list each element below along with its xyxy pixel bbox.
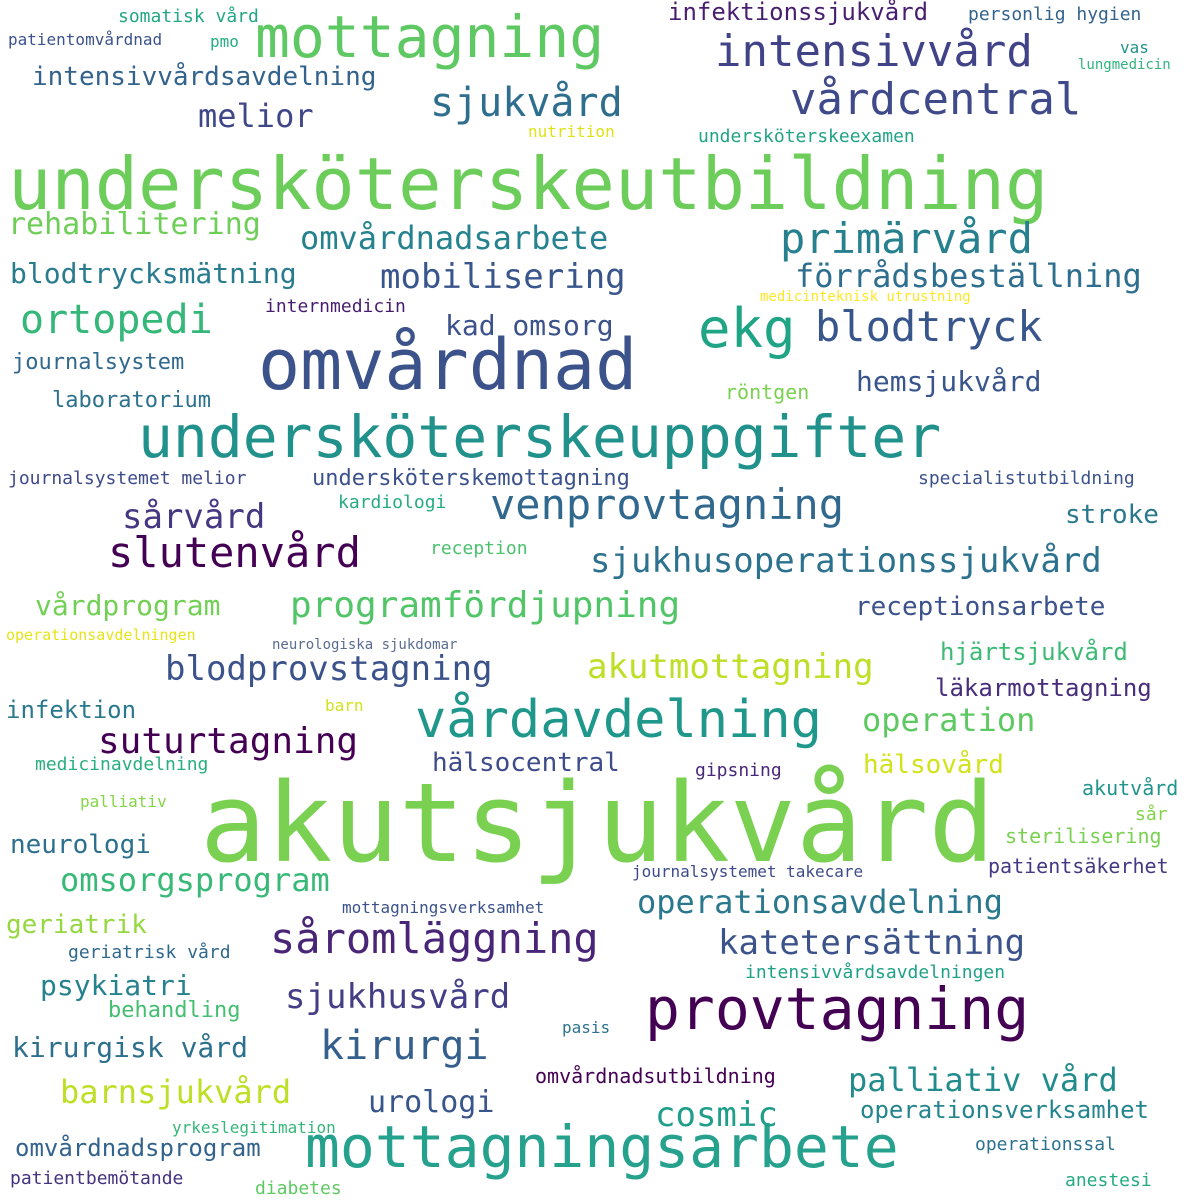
word-cloud-term: undersköterskemottagning	[312, 466, 630, 491]
word-cloud-term: medicinteknisk utrustning	[760, 289, 971, 305]
word-cloud-term: hälsocentral	[432, 748, 620, 778]
word-cloud-term: undersköterskeexamen	[698, 126, 915, 147]
word-cloud-term: blodprovstagning	[165, 649, 493, 689]
word-cloud-term: slutenvård	[108, 528, 361, 577]
word-cloud-term: neurologi	[10, 830, 151, 860]
word-cloud-term: sjukhusoperationssjukvård	[590, 541, 1102, 581]
word-cloud-term: stroke	[1065, 500, 1159, 530]
word-cloud-term: intensivvård	[715, 26, 1033, 77]
word-cloud-term: personlig hygien	[968, 4, 1142, 25]
word-cloud-term: barnsjukvård	[60, 1073, 292, 1111]
word-cloud-term: vårdprogram	[35, 589, 221, 622]
word-cloud-term: akutmottagning	[587, 647, 874, 687]
word-cloud-term: operationssal	[975, 1134, 1116, 1155]
word-cloud-term: hjärtsjukvård	[940, 638, 1128, 666]
word-cloud-term: barn	[325, 696, 364, 715]
word-cloud-term: journalsystem	[12, 350, 185, 375]
word-cloud-term: omvårdnadsprogram	[15, 1134, 261, 1162]
word-cloud-term: vårdcentral	[790, 74, 1082, 125]
word-cloud-term: programfördjupning	[290, 585, 681, 626]
word-cloud-term: patientbemötande	[10, 1168, 184, 1189]
word-cloud-term: röntgen	[725, 380, 810, 404]
word-cloud-term: undersköterskeutbildning	[8, 142, 1049, 226]
word-cloud-term: ekg	[698, 297, 796, 360]
word-cloud-term: yrkeslegitimation	[172, 1118, 336, 1137]
word-cloud-term: sjukhusvård	[285, 977, 511, 1017]
word-cloud-term: suturtagning	[98, 721, 359, 762]
word-cloud-term: provtagning	[645, 975, 1030, 1043]
word-cloud-term: vas	[1120, 38, 1149, 57]
word-cloud-term: neurologiska sjukdomar	[272, 637, 458, 653]
word-cloud-term: omvårdnad	[258, 324, 638, 406]
word-cloud-term: pasis	[562, 1018, 611, 1037]
word-cloud-term: läkarmottagning	[935, 674, 1152, 702]
word-cloud-term: vårdavdelning	[415, 690, 822, 750]
word-cloud-term: hälsovård	[863, 750, 1004, 780]
word-cloud-term: akutsjukvård	[200, 759, 995, 887]
word-cloud-term: katetersättning	[718, 923, 1026, 963]
word-cloud-term: kardiologi	[338, 492, 447, 513]
word-cloud-term: diabetes	[255, 1178, 342, 1199]
word-cloud-term: operation	[862, 701, 1036, 739]
word-cloud-term: kirurgi	[320, 1023, 489, 1069]
word-cloud-term: geriatrisk vård	[68, 942, 231, 963]
word-cloud-term: mottagningsarbete	[305, 1113, 899, 1181]
word-cloud-term: nutrition	[528, 122, 615, 141]
word-cloud-term: operationsavdelningen	[6, 626, 196, 644]
word-cloud-term: cosmic	[655, 1095, 778, 1135]
word-cloud-term: infektion	[6, 696, 137, 724]
word-cloud-term: mottagning	[255, 3, 605, 71]
word-cloud-term: psykiatri	[40, 969, 192, 1002]
word-cloud-term: blodtrycksmätning	[10, 257, 297, 290]
word-cloud-term: venprovtagning	[490, 480, 845, 529]
word-cloud-term: reception	[430, 538, 528, 559]
word-cloud-term: palliativ vård	[848, 1061, 1118, 1099]
word-cloud-term: patientsäkerhet	[988, 854, 1169, 878]
word-cloud-term: pmo	[210, 32, 239, 51]
word-cloud-term: lungmedicin	[1078, 57, 1171, 73]
word-cloud-term: intensivvårdsavdelningen	[745, 962, 1006, 983]
word-cloud-term: gipsning	[695, 760, 782, 781]
word-cloud-term: behandling	[108, 998, 241, 1023]
word-cloud-term: intensivvårdsavdelning	[32, 62, 377, 92]
word-cloud-term: medicinavdelning	[35, 754, 209, 775]
word-cloud-term: förrådsbeställning	[795, 257, 1142, 295]
word-cloud-term: somatisk vård	[118, 6, 259, 27]
word-cloud-term: urologi	[368, 1085, 495, 1120]
word-cloud-term: journalsystemet takecare	[632, 862, 864, 881]
word-cloud-term: anestesi	[1065, 1170, 1152, 1191]
word-cloud-term: receptionsarbete	[855, 592, 1106, 622]
word-cloud-term: kirurgisk vård	[12, 1031, 249, 1064]
word-cloud-term: blodtryck	[815, 302, 1043, 351]
word-cloud-term: palliativ	[80, 792, 167, 811]
word-cloud-term: operationsavdelning	[637, 883, 1004, 921]
word-cloud-term: melior	[198, 97, 314, 135]
word-cloud-term: sårvård	[122, 497, 266, 537]
word-cloud-term: omsorgsprogram	[60, 861, 330, 899]
word-cloud-term: patientomvårdnad	[8, 30, 163, 49]
word-cloud-term: journalsystemet melior	[8, 468, 247, 489]
word-cloud-term: kad omsorg	[445, 309, 614, 342]
word-cloud-term: sterilisering	[1005, 824, 1162, 848]
word-cloud-term: rehabilitering	[8, 207, 261, 242]
word-cloud-term: sår	[1135, 804, 1168, 825]
word-cloud-term: laboratorium	[52, 388, 211, 413]
word-cloud-term: infektionssjukvård	[668, 0, 929, 26]
word-cloud-term: primärvård	[780, 214, 1033, 263]
word-cloud-term: operationsverksamhet	[860, 1096, 1149, 1124]
word-cloud-term: akutvård	[1082, 776, 1179, 800]
word-cloud-term: omvårdnadsarbete	[300, 219, 609, 257]
word-cloud-term: specialistutbildning	[918, 468, 1135, 489]
word-cloud-term: hemsjukvård	[856, 365, 1042, 398]
word-cloud-term: mobilisering	[380, 257, 626, 297]
word-cloud-term: omvårdnadsutbildning	[535, 1064, 776, 1088]
word-cloud-term: internmedicin	[265, 296, 406, 317]
word-cloud-term: såromläggning	[270, 914, 599, 963]
word-cloud-term: geriatrik	[6, 910, 147, 940]
word-cloud-term: mottagningsverksamhet	[342, 898, 545, 917]
word-cloud-term: ortopedi	[20, 297, 213, 343]
word-cloud-term: sjukvård	[430, 80, 623, 126]
word-cloud-term: undersköterskeuppgifter	[138, 403, 942, 471]
